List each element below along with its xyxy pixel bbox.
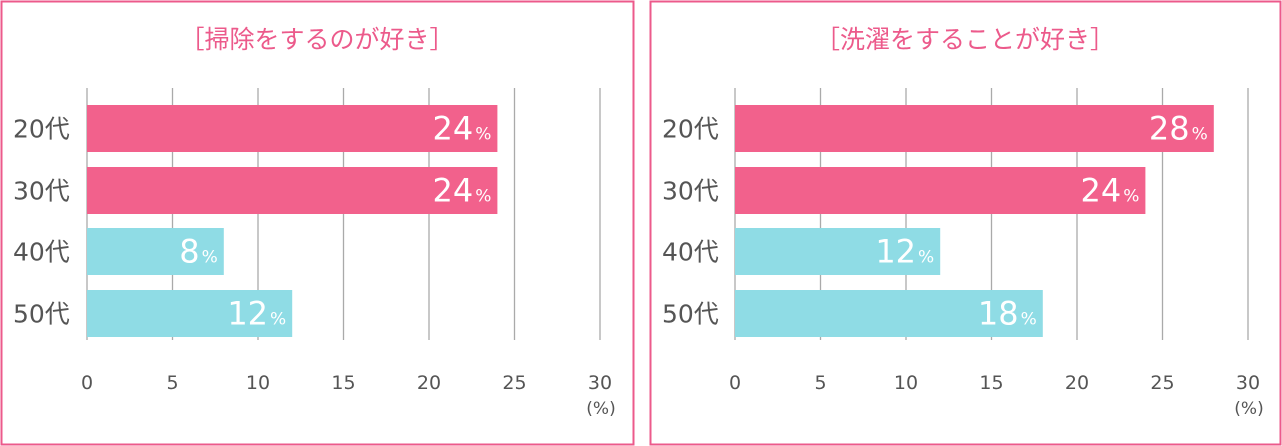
bar-value-number: 24 (433, 172, 474, 210)
bar-value-suffix: % (918, 248, 934, 268)
bar (87, 290, 293, 337)
x-tick-label: 10 (246, 372, 270, 394)
bar-value-number: 28 (1149, 110, 1190, 148)
bar (87, 167, 498, 214)
bar-value-label: 28% (1149, 110, 1208, 148)
category-label: 30代 (662, 177, 719, 206)
bar-value-label: 8% (179, 233, 218, 271)
x-tick-label: 5 (814, 372, 826, 394)
category-label: 40代 (13, 238, 70, 267)
x-axis-unit: (%) (586, 399, 615, 419)
x-axis-unit: (%) (1234, 399, 1263, 419)
bar-value-suffix: % (270, 310, 286, 330)
bar-value-label: 18% (978, 295, 1037, 333)
panel-border (649, 0, 1282, 446)
bar-value-suffix: % (475, 187, 491, 207)
bar (735, 228, 941, 275)
bar-value-label: 24% (1081, 172, 1140, 210)
bar-value-suffix: % (1123, 187, 1139, 207)
x-tick-label: 20 (417, 372, 441, 394)
bar-value-label: 12% (227, 295, 286, 333)
bar-value-number: 24 (433, 110, 474, 148)
chart-panel-1: ［掃除をするのが好き］ 0 5 10 15 20 25 30 (%) 20代 24 % 30代 24 % 40… (0, 0, 635, 446)
chart-title: ［洗濯をすることが好き］ (815, 25, 1115, 54)
bar-value-label: 24% (433, 172, 492, 210)
bar-value-label: 24% (433, 110, 492, 148)
x-tick-label: 10 (894, 372, 918, 394)
x-tick-label: 30 (1236, 372, 1260, 394)
bar (735, 105, 1214, 152)
x-tick-label: 20 (1065, 372, 1089, 394)
chart-panel-2: ［洗濯をすることが好き］ 0 5 10 15 20 25 30 (%) 20代 28 % 30代 24 % 4… (649, 0, 1282, 446)
bar (87, 105, 498, 152)
x-tick-label: 5 (166, 372, 178, 394)
category-label: 40代 (662, 238, 719, 267)
bar (87, 228, 224, 275)
x-tick-label: 15 (331, 372, 355, 394)
bar-value-number: 8 (179, 233, 199, 271)
category-label: 50代 (13, 300, 70, 329)
bar (735, 167, 1146, 214)
x-tick-label: 15 (979, 372, 1003, 394)
x-tick-label: 30 (588, 372, 612, 394)
panel-border (0, 0, 635, 446)
category-label: 30代 (13, 177, 70, 206)
chart-title: ［掃除をするのが好き］ (179, 25, 454, 54)
category-label: 50代 (662, 300, 719, 329)
bar-value-suffix: % (1192, 125, 1208, 145)
bar-value-suffix: % (475, 125, 491, 145)
category-label: 20代 (13, 115, 70, 144)
bar-value-label: 12% (875, 233, 934, 271)
bar-value-suffix: % (202, 248, 218, 268)
bar-value-number: 12 (875, 233, 916, 271)
bar (735, 290, 1043, 337)
bar-value-number: 24 (1081, 172, 1122, 210)
x-tick-label: 25 (502, 372, 526, 394)
x-tick-label: 0 (81, 372, 93, 394)
bar-value-number: 12 (227, 295, 268, 333)
bar-value-suffix: % (1021, 310, 1037, 330)
bar-value-number: 18 (978, 295, 1019, 333)
x-tick-label: 25 (1150, 372, 1174, 394)
x-tick-label: 0 (729, 372, 741, 394)
category-label: 20代 (662, 115, 719, 144)
